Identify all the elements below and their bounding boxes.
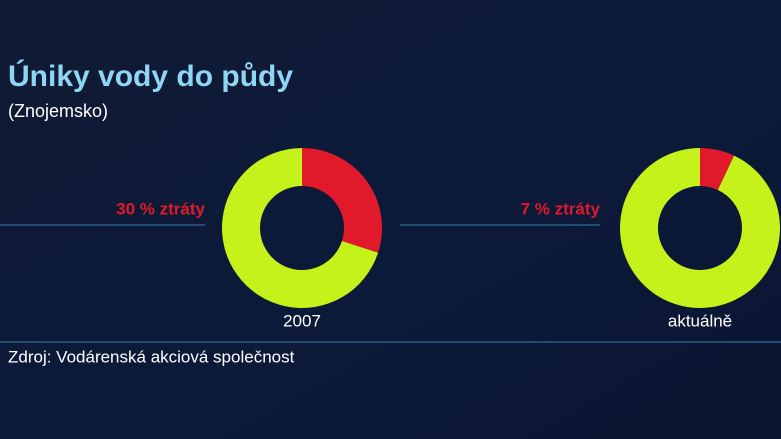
title: Úniky vody do půdy: [8, 59, 293, 93]
donut-segment: [302, 148, 382, 253]
value-label: 30 % ztráty: [116, 199, 205, 218]
donut-segment: [700, 148, 735, 190]
chart-caption: aktuálně: [668, 311, 732, 330]
subtitle: (Znojemsko): [8, 101, 108, 121]
donut-segment: [222, 148, 379, 308]
chart-caption: 2007: [283, 311, 321, 330]
donut-segment: [620, 148, 780, 308]
source: Zdroj: Vodárenská akciová společnost: [8, 347, 295, 366]
value-label: 7 % ztráty: [521, 199, 601, 218]
